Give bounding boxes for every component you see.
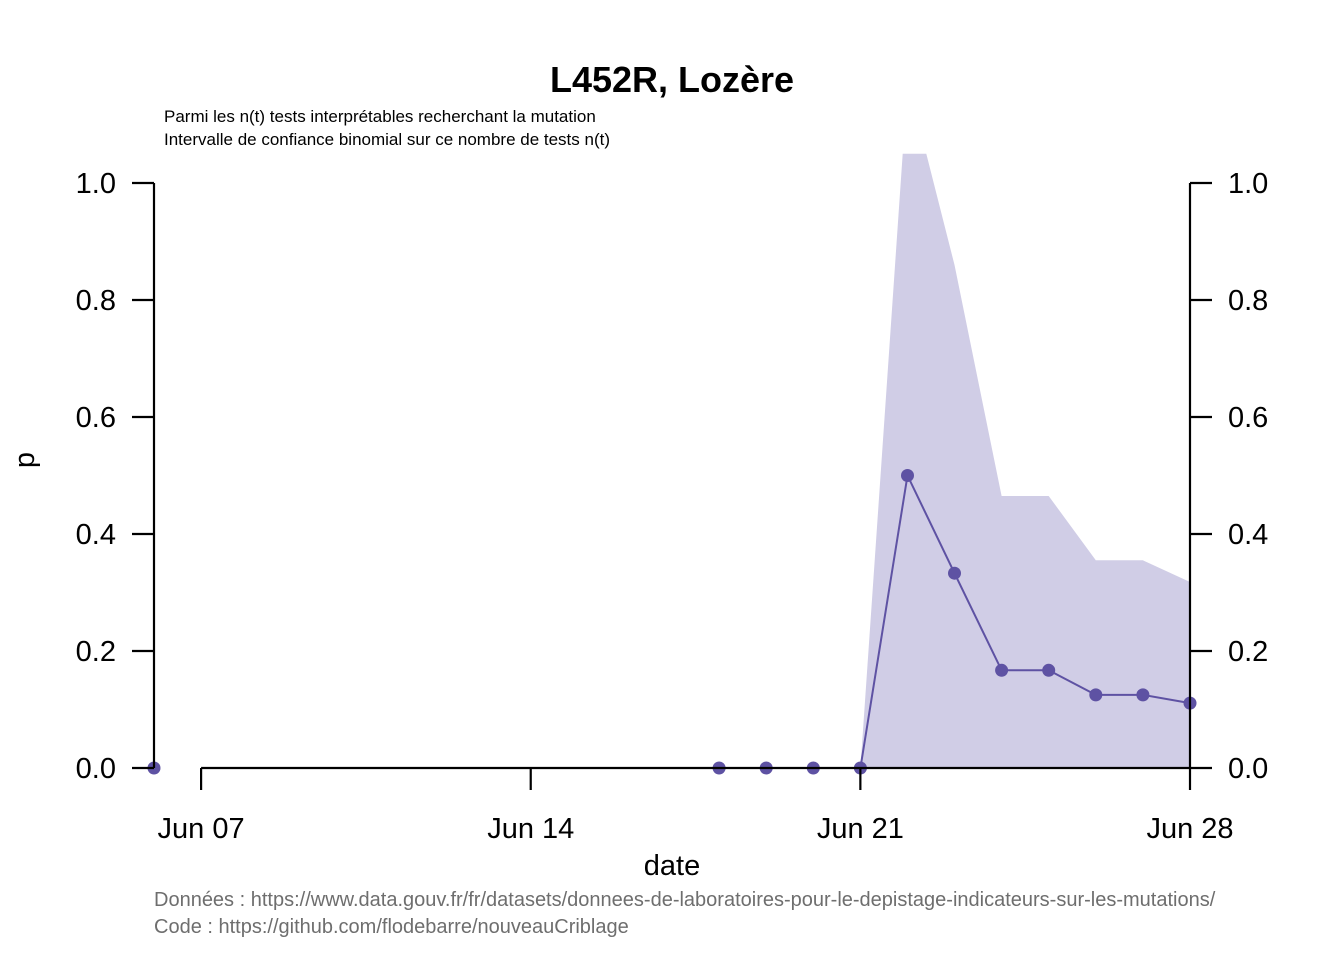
- y-tick-label-right: 0.6: [1228, 402, 1268, 434]
- plot-area: [147, 153, 1197, 775]
- data-point: [948, 566, 961, 580]
- x-tick-label: Jun 28: [1146, 813, 1233, 845]
- y-tick-label: 0.4: [76, 519, 116, 551]
- confidence-band: [860, 153, 1190, 769]
- data-point: [1136, 688, 1150, 702]
- y-tick-label-right: 0.2: [1228, 636, 1268, 668]
- subtitle-line-1: Parmi les n(t) tests interprétables rech…: [164, 107, 596, 126]
- y-tick-label: 0.8: [76, 285, 116, 317]
- y-tick-label: 0.0: [76, 753, 116, 785]
- y-axis-label: p: [9, 452, 41, 468]
- subtitle-line-2: Intervalle de confiance binomial sur ce …: [164, 130, 610, 149]
- data-points: [147, 469, 1197, 775]
- left-y-axis: 0.0 0.2 0.4 0.6 0.8 1.0: [76, 168, 156, 785]
- y-tick-label: 0.2: [76, 636, 116, 668]
- data-point: [995, 663, 1009, 677]
- code-source-caption: Code : https://github.com/flodebarre/nou…: [154, 916, 629, 938]
- y-tick-label-right: 0.0: [1228, 753, 1268, 785]
- chart-title: L452R, Lozère: [550, 59, 794, 100]
- x-axis-label: date: [644, 850, 700, 882]
- y-tick-label: 0.6: [76, 402, 116, 434]
- data-point: [1042, 663, 1056, 677]
- x-tick-label: Jun 07: [158, 813, 245, 845]
- x-axis: Jun 07 Jun 14 Jun 21 Jun 28: [158, 766, 1234, 845]
- data-source-caption: Données : https://www.data.gouv.fr/fr/da…: [154, 889, 1216, 911]
- x-tick-label: Jun 14: [487, 813, 574, 845]
- x-tick-label: Jun 21: [817, 813, 904, 845]
- right-y-axis: 0.0 0.2 0.4 0.6 0.8 1.0: [1188, 168, 1268, 785]
- y-tick-label-right: 0.4: [1228, 519, 1268, 551]
- y-tick-label-right: 0.8: [1228, 285, 1268, 317]
- y-tick-label: 1.0: [76, 168, 116, 200]
- y-tick-label-right: 1.0: [1228, 168, 1268, 200]
- data-point: [901, 469, 914, 482]
- data-point: [1089, 688, 1103, 702]
